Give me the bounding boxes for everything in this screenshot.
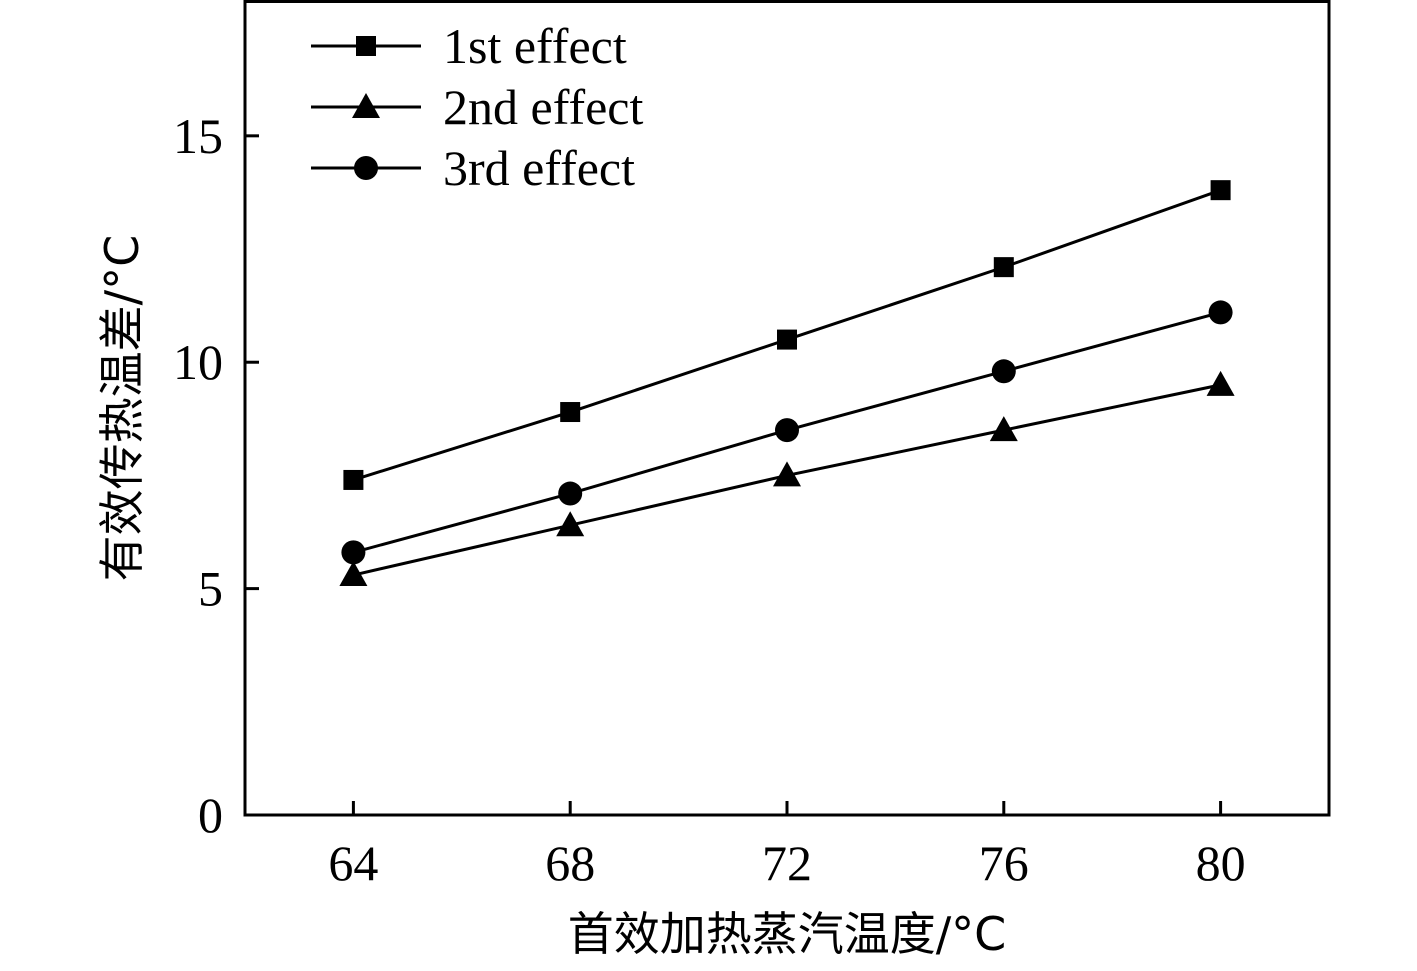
x-tick-label: 64: [328, 835, 378, 891]
plot-border: [243, 0, 1331, 817]
x-axis-title: 首效加热蒸汽温度/°C: [568, 907, 1007, 961]
legend-marker: [354, 156, 378, 180]
data-point: [556, 511, 585, 537]
data-point: [991, 359, 1016, 384]
x-axis: 64 68 72 76 80: [328, 801, 1246, 891]
legend-marker: [356, 36, 376, 56]
legend-label: 3rd effect: [443, 140, 635, 196]
data-point: [1210, 180, 1231, 201]
x-tick-label: 68: [545, 835, 595, 891]
series-1: [343, 180, 1231, 490]
series-2: [339, 370, 1235, 587]
series-3: [341, 300, 1233, 565]
y-tick-label: 5: [198, 561, 223, 617]
x-tick-label: 76: [979, 835, 1029, 891]
y-axis-title: 有效传热温差/°C: [95, 235, 149, 582]
legend-label: 1st effect: [443, 18, 627, 74]
data-point: [341, 540, 366, 565]
y-tick-label: 0: [198, 787, 223, 843]
data-point: [993, 257, 1014, 278]
legend-item: 3rd effect: [311, 140, 635, 196]
y-tick-label: 15: [173, 108, 223, 164]
x-tick-label: 80: [1196, 835, 1246, 891]
y-tick-label: 10: [173, 334, 223, 390]
data-point: [1208, 300, 1233, 325]
data-point: [777, 329, 797, 350]
plot-frame: [243, 0, 1331, 817]
legend-item: 2nd effect: [311, 79, 643, 135]
legend-label: 2nd effect: [443, 79, 643, 135]
x-tick-label: 72: [762, 835, 812, 891]
data-point: [773, 461, 801, 487]
legend-marker: [352, 93, 380, 118]
data-point: [1206, 370, 1235, 396]
y-axis: 0 5 10 15: [173, 108, 259, 843]
data-point: [775, 418, 799, 443]
series-layer: [339, 180, 1235, 587]
data-point: [339, 561, 368, 587]
data-point: [560, 402, 581, 423]
data-point: [989, 416, 1018, 442]
data-point: [343, 469, 364, 490]
data-point: [558, 481, 583, 506]
legend-item: 1st effect: [311, 18, 627, 74]
